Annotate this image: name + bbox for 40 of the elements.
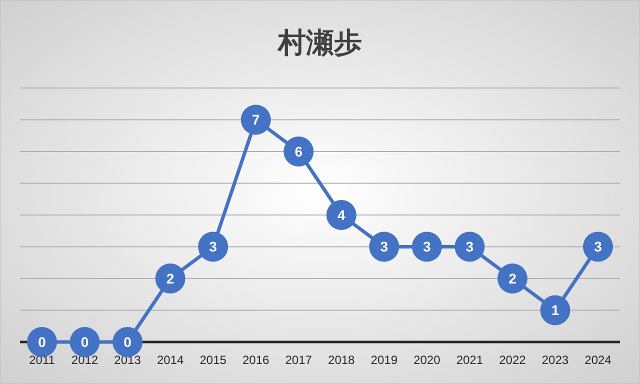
- point: [369, 232, 400, 262]
- point: [497, 264, 528, 294]
- x-tick-label: 2022: [499, 353, 526, 367]
- data-label: 7: [252, 112, 260, 128]
- data-label: 4: [337, 206, 346, 223]
- data-label: 6: [294, 143, 303, 160]
- data-label: 3: [466, 238, 474, 255]
- point: [326, 200, 356, 230]
- data-label: 0: [80, 334, 89, 350]
- point: [284, 136, 314, 166]
- x-tick-label: 2015: [200, 353, 227, 367]
- point: [454, 232, 485, 262]
- data-label: 2: [166, 270, 174, 286]
- point: [412, 232, 442, 262]
- data-label: 0: [124, 334, 132, 350]
- x-tick-label: 2016: [242, 353, 270, 367]
- point: [155, 264, 186, 294]
- data-label: 0: [38, 334, 46, 350]
- x-tick-label: 2020: [414, 353, 441, 367]
- point: [540, 295, 570, 326]
- x-tick-label: 2024: [584, 353, 612, 367]
- x-tick-label: 2013: [114, 353, 142, 367]
- data-label: 3: [423, 238, 432, 255]
- x-tick-label: 2019: [370, 353, 398, 367]
- x-tick-label: 2012: [71, 353, 98, 367]
- x-tick-label: 2017: [285, 353, 312, 367]
- x-tick-label: 2011: [29, 353, 56, 367]
- data-label: 3: [380, 238, 388, 255]
- point: [583, 232, 613, 262]
- x-tick-label: 2021: [456, 353, 484, 367]
- chart-title: 村瀬歩: [276, 26, 362, 59]
- point: [198, 232, 228, 262]
- data-label: 1: [551, 302, 560, 318]
- data-label: 3: [209, 238, 218, 255]
- data-label: 2: [508, 270, 517, 286]
- x-tick-label: 2023: [542, 353, 569, 367]
- x-tick-label: 2018: [328, 353, 356, 367]
- x-tick-label: 2014: [156, 353, 184, 367]
- data-label: 3: [594, 238, 602, 255]
- point: [240, 104, 271, 135]
